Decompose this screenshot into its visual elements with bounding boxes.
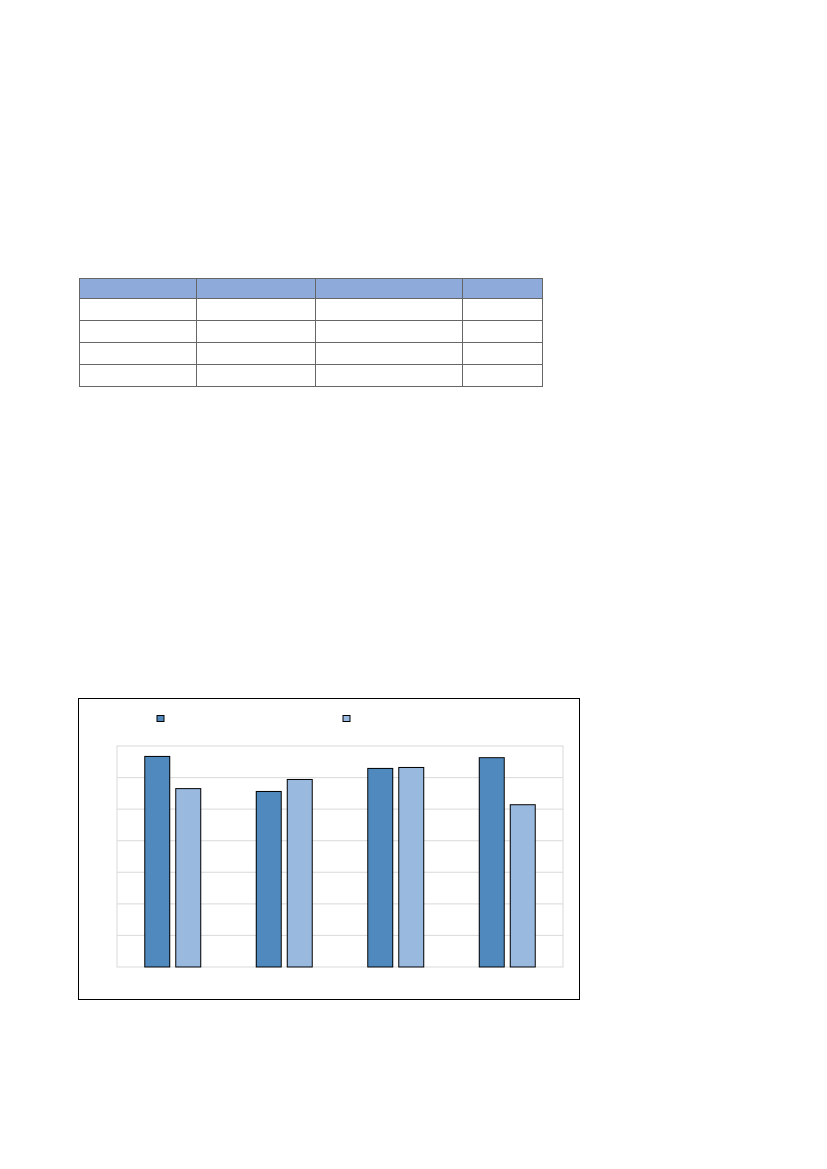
bar (175, 788, 202, 968)
table-cell (79, 320, 197, 343)
bar (509, 804, 536, 968)
table-cell (462, 298, 543, 321)
table-row (79, 298, 543, 321)
bar (255, 790, 282, 968)
table-row (79, 342, 543, 365)
table-row (79, 364, 543, 387)
table-header-cell (315, 278, 463, 299)
table-header-row (79, 278, 543, 299)
table-cell (462, 342, 543, 365)
bar (286, 778, 313, 968)
table-header-cell (462, 278, 543, 299)
table-cell (315, 298, 463, 321)
bar (144, 755, 171, 968)
table-row (79, 320, 543, 343)
table-cell (79, 342, 197, 365)
table-header-cell (196, 278, 316, 299)
table-cell (196, 342, 316, 365)
table-cell (79, 298, 197, 321)
bar (478, 757, 505, 968)
legend-marker (156, 715, 165, 722)
bar (367, 767, 394, 968)
table-cell (79, 364, 197, 387)
table-cell (315, 364, 463, 387)
bar-chart (78, 698, 580, 1000)
table-cell (196, 298, 316, 321)
data-table (79, 278, 543, 387)
plot-area (116, 745, 564, 968)
table-cell (196, 320, 316, 343)
table-cell (315, 342, 463, 365)
table-cell (462, 364, 543, 387)
table-cell (462, 320, 543, 343)
bar (398, 766, 425, 968)
legend-marker (342, 715, 351, 722)
table-cell (315, 320, 463, 343)
table-cell (196, 364, 316, 387)
table-header-cell (79, 278, 197, 299)
